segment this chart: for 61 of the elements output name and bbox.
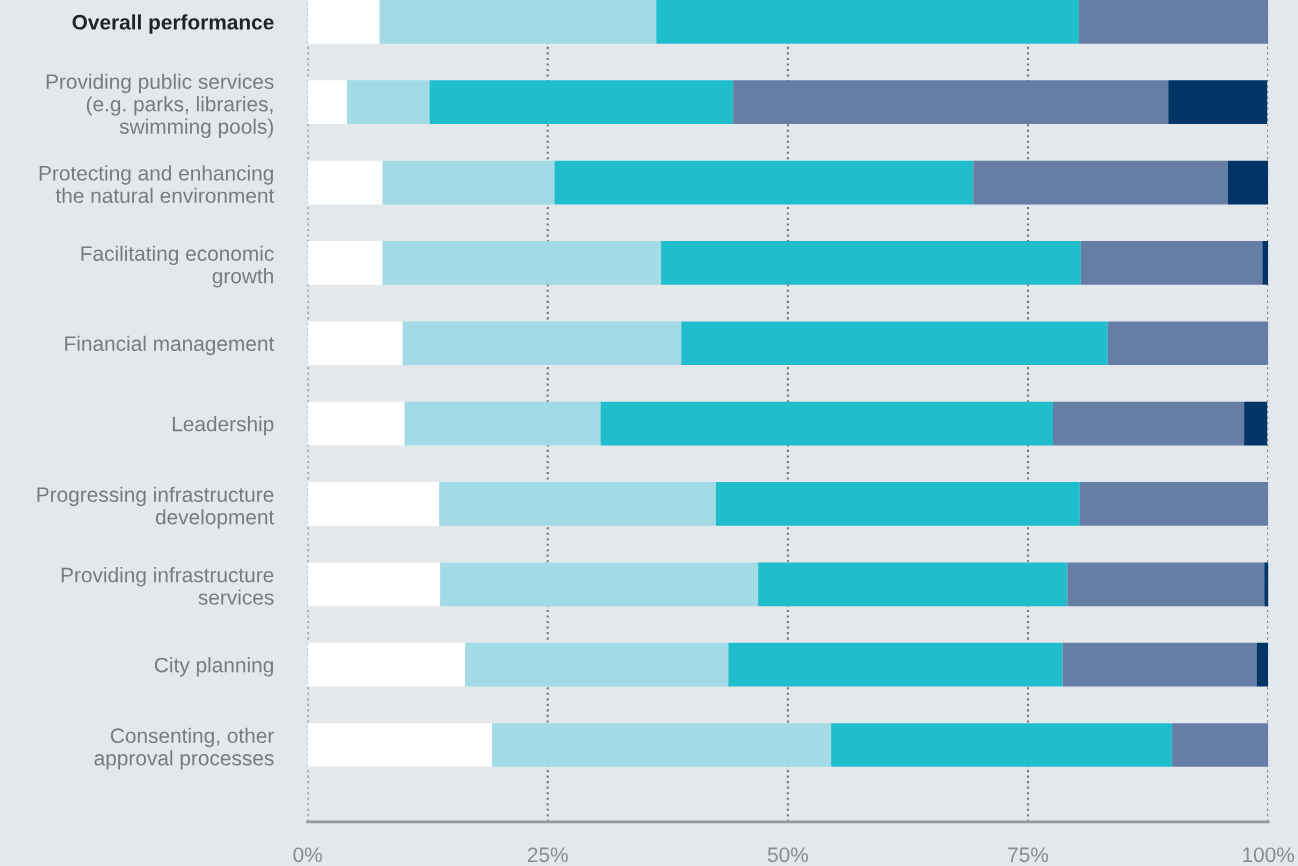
y-tick-label: Progressing infrastructure development (37, 486, 275, 529)
bar (1079, 482, 1269, 526)
bar (439, 482, 716, 526)
bar (402, 321, 682, 366)
bar (681, 321, 1108, 366)
x-tick-label: 25% (527, 847, 568, 863)
y-tick-label: Protecting and enhancing the natural environment (39, 165, 275, 204)
bar (307, 482, 440, 526)
y-tick-label: Facilitating economic growth (81, 245, 274, 288)
x-tick-label: 0% (293, 847, 322, 863)
bar (307, 241, 383, 285)
bar (715, 482, 1080, 526)
y-tick-label: Providing infrastructure services (61, 567, 274, 605)
bar (307, 160, 383, 205)
y-tick-label: Providing public services (e.g. parks, libraries, swimming pools) (46, 73, 274, 139)
bar (492, 723, 832, 767)
bar (440, 562, 759, 607)
bar (554, 160, 974, 205)
bar (973, 160, 1228, 205)
bar (1172, 723, 1269, 767)
bar (1264, 562, 1269, 607)
bar (307, 80, 348, 125)
bar (429, 80, 734, 125)
bar (307, 401, 405, 446)
x-tick-label: 50% (767, 847, 808, 863)
bar (465, 642, 729, 687)
bar (382, 241, 662, 285)
bar (1256, 642, 1269, 687)
bar (661, 241, 1081, 285)
bar (307, 642, 466, 687)
y-tick-label: Consenting, other approval processes (94, 727, 274, 770)
x-tick-label: 100% (1243, 847, 1295, 863)
bar (382, 160, 555, 205)
y-tick-label: Leadership (172, 416, 274, 436)
bar (1080, 241, 1263, 285)
bar (307, 723, 493, 767)
bar (728, 642, 1063, 687)
bar (404, 401, 601, 446)
bar (1168, 80, 1268, 125)
bar (656, 0, 1079, 44)
bar (831, 723, 1173, 767)
y-tick-label: City planning (154, 657, 273, 677)
bar (1062, 642, 1257, 687)
bar (307, 321, 403, 366)
bar (1078, 0, 1269, 44)
bar (307, 0, 380, 44)
bar (1244, 401, 1268, 446)
bar (600, 401, 1053, 446)
bar (1067, 562, 1265, 607)
bar (347, 80, 430, 125)
bar (307, 562, 441, 607)
y-tick-label: Financial management (65, 335, 275, 356)
bar (1262, 241, 1269, 285)
bar (733, 80, 1169, 125)
x-tick-label: 75% (1008, 847, 1049, 863)
bar (1107, 321, 1269, 366)
bar (1052, 401, 1245, 446)
y-tick-label: Overall performance (72, 14, 274, 34)
bar (379, 0, 657, 44)
bar (758, 562, 1068, 607)
bar (1227, 160, 1269, 205)
